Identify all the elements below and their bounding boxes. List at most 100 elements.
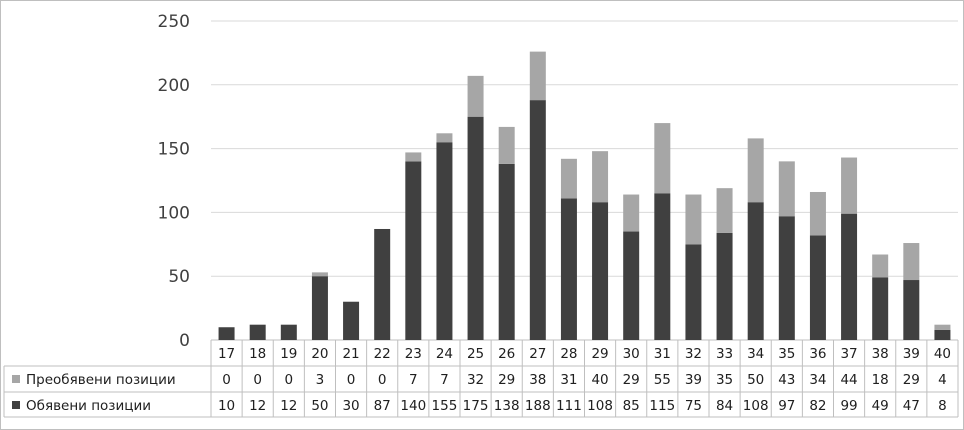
bar-segment-declared — [280, 324, 297, 340]
bar-segment-declared — [405, 161, 422, 340]
category-label: 27 — [529, 346, 546, 362]
bar-segment-declared — [809, 235, 826, 340]
bar-segment-redeclared — [934, 324, 951, 330]
table-value: 49 — [872, 398, 889, 414]
bar-segment-declared — [498, 163, 515, 340]
table-value: 40 — [591, 372, 608, 388]
table-value: 30 — [342, 398, 359, 414]
table-value: 87 — [374, 398, 391, 414]
bar-segment-declared — [685, 244, 702, 340]
table-value: 29 — [623, 372, 640, 388]
table-value: 7 — [440, 372, 449, 388]
table-value: 12 — [249, 398, 266, 414]
category-label: 30 — [623, 346, 640, 362]
bar-segment-declared — [436, 142, 453, 340]
table-value: 99 — [840, 398, 857, 414]
table-value: 85 — [623, 398, 640, 414]
table-value: 34 — [809, 372, 826, 388]
category-label: 36 — [809, 346, 826, 362]
table-value: 8 — [938, 398, 947, 414]
table-value: 29 — [498, 372, 515, 388]
category-label: 29 — [591, 346, 608, 362]
y-tick-label: 0 — [179, 331, 190, 351]
table-value: 18 — [872, 372, 889, 388]
bar-segment-declared — [249, 324, 266, 340]
table-value: 108 — [587, 398, 613, 414]
bar-segment-declared — [747, 202, 764, 340]
bar-segment-declared — [623, 231, 640, 340]
bar-segment-redeclared — [529, 51, 546, 101]
data-table: 17 18 19 20 21 22 23 24 25 26 27 28 29 30 31 32 33 34 35 36… — [3, 340, 959, 418]
bar-segment-redeclared — [841, 157, 858, 214]
bar-segment-redeclared — [560, 158, 577, 199]
category-label: 24 — [436, 346, 453, 362]
bar-segment-redeclared — [654, 123, 671, 194]
table-value: 44 — [840, 372, 857, 388]
table-value: 3 — [316, 372, 325, 388]
y-axis-tick-labels: 0 50 100 150 200 250 — [158, 12, 190, 351]
bar-segment-redeclared — [592, 151, 609, 203]
table-value: 75 — [685, 398, 702, 414]
table-value: 175 — [463, 398, 489, 414]
table-value: 0 — [285, 372, 294, 388]
category-label: 40 — [934, 346, 951, 362]
bar-segment-declared — [467, 116, 484, 340]
table-value: 43 — [778, 372, 795, 388]
bar-segment-declared — [934, 329, 951, 340]
category-label: 37 — [840, 346, 857, 362]
category-label: 33 — [716, 346, 733, 362]
category-label: 32 — [685, 346, 702, 362]
bar-segment-declared — [903, 280, 920, 340]
category-label: 21 — [342, 346, 359, 362]
category-label: 19 — [280, 346, 297, 362]
table-value: 84 — [716, 398, 733, 414]
bar-segment-declared — [218, 327, 235, 340]
table-value: 82 — [809, 398, 826, 414]
y-tick-label: 200 — [158, 76, 190, 96]
bar-segment-declared — [560, 198, 577, 340]
bar-segment-declared — [311, 276, 328, 340]
y-tick-label: 150 — [158, 140, 190, 160]
category-label: 38 — [872, 346, 889, 362]
table-value: 155 — [432, 398, 458, 414]
bar-segment-redeclared — [623, 194, 640, 232]
table-value: 140 — [400, 398, 426, 414]
table-value: 108 — [743, 398, 769, 414]
bar-segment-declared — [343, 301, 360, 340]
bar-segment-declared — [529, 100, 546, 340]
bar-segment-redeclared — [872, 254, 889, 278]
table-value: 4 — [938, 372, 947, 388]
category-label: 25 — [467, 346, 484, 362]
table-value: 50 — [747, 372, 764, 388]
table-value: 39 — [685, 372, 702, 388]
table-value: 0 — [347, 372, 356, 388]
y-tick-label: 100 — [158, 203, 190, 223]
category-label: 20 — [311, 346, 328, 362]
table-value: 111 — [556, 398, 582, 414]
y-tick-label: 50 — [168, 267, 190, 287]
table-value: 31 — [560, 372, 577, 388]
category-label: 22 — [374, 346, 391, 362]
bar-segment-declared — [778, 216, 795, 340]
table-value: 7 — [409, 372, 418, 388]
bar-segment-declared — [374, 228, 391, 340]
bar-segment-redeclared — [405, 152, 422, 162]
table-value: 0 — [378, 372, 387, 388]
bar-segment-redeclared — [311, 272, 328, 277]
category-label: 31 — [654, 346, 671, 362]
category-label: 17 — [218, 346, 235, 362]
category-label: 35 — [778, 346, 795, 362]
bar-segment-declared — [841, 213, 858, 340]
series-label: Обявени позиции — [26, 398, 151, 414]
table-value: 138 — [494, 398, 520, 414]
bar-segment-redeclared — [436, 133, 453, 143]
table-value: 50 — [311, 398, 328, 414]
table-value: 0 — [222, 372, 231, 388]
table-value: 35 — [716, 372, 733, 388]
bar-segment-redeclared — [903, 243, 920, 281]
bar-segment-declared — [654, 193, 671, 340]
table-value: 38 — [529, 372, 546, 388]
bar-segment-redeclared — [778, 161, 795, 217]
category-label: 18 — [249, 346, 266, 362]
